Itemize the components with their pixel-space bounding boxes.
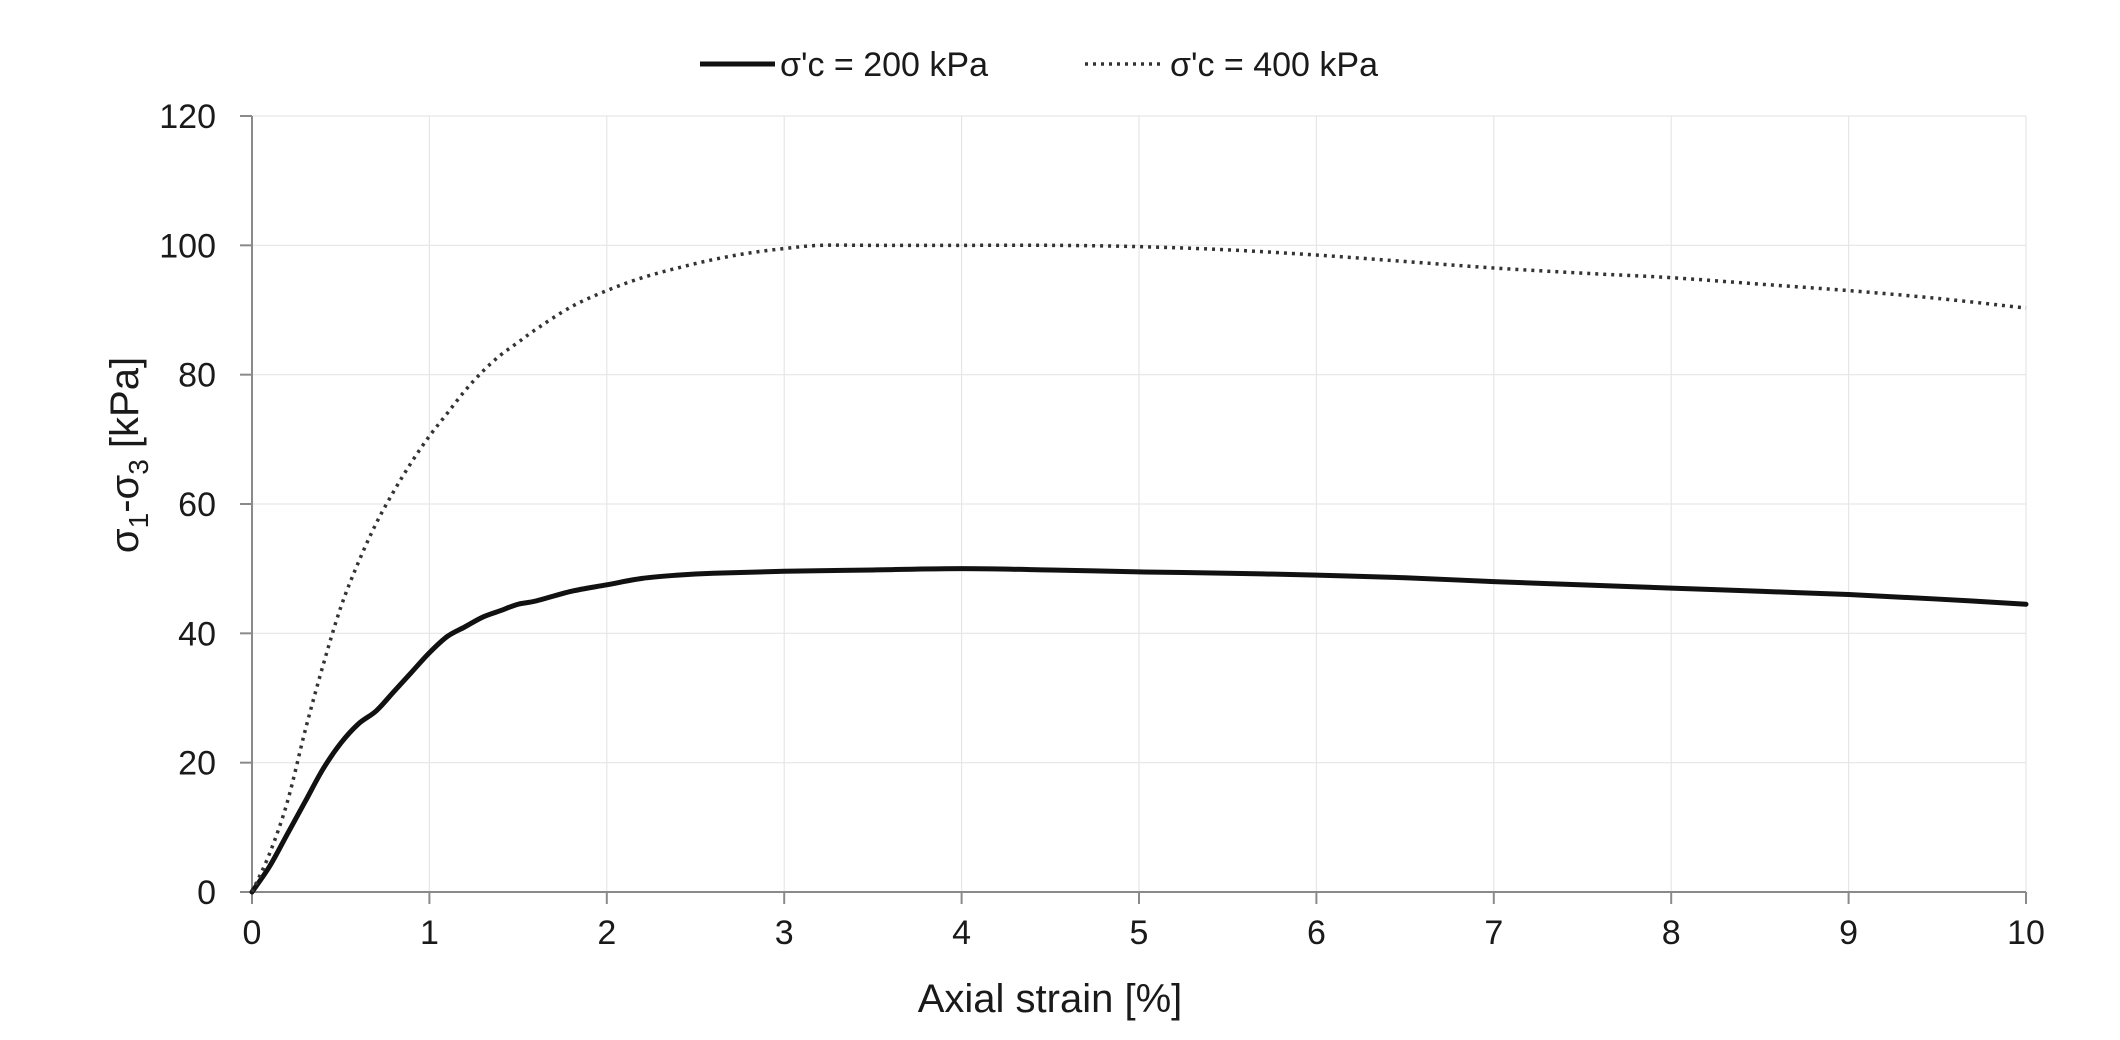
y-axis-title-sub1: 1 <box>123 513 154 529</box>
series-layer <box>249 243 2029 895</box>
grid-layer <box>252 115 2027 892</box>
y-tick-label-100: 100 <box>159 227 216 265</box>
x-tick-label-3: 3 <box>775 914 794 952</box>
y-tick-label-120: 120 <box>159 98 216 136</box>
legend-label-series-2: σ'c = 400 kPa <box>1170 46 1378 84</box>
x-tick-label-6: 6 <box>1307 914 1326 952</box>
y-axis-title: σ1-σ3 [kPa] <box>103 357 154 553</box>
x-tick-label-8: 8 <box>1662 914 1681 952</box>
x-tick-label-4: 4 <box>952 914 971 952</box>
y-axis-title-unit: [kPa] <box>103 357 147 459</box>
y-tick-label-60: 60 <box>178 486 216 524</box>
x-tick-label-9: 9 <box>1839 914 1858 952</box>
x-tick-label-5: 5 <box>1130 914 1149 952</box>
x-tick-label-1: 1 <box>420 914 439 952</box>
y-tick-label-40: 40 <box>178 615 216 653</box>
y-tick-label-20: 20 <box>178 745 216 783</box>
x-tick-label-2: 2 <box>597 914 616 952</box>
y-tick-label-80: 80 <box>178 357 216 395</box>
y-tick-label-0: 0 <box>197 874 216 912</box>
x-axis-title: Axial strain [%] <box>918 977 1183 1021</box>
y-axis-title-sub3: 3 <box>123 459 154 475</box>
x-tick-label-0: 0 <box>243 914 262 952</box>
series-line-1 <box>249 566 2029 895</box>
y-axis-title-dash: -σ <box>103 474 147 512</box>
x-tick-label-7: 7 <box>1484 914 1503 952</box>
x-tick-label-10: 10 <box>2007 914 2045 952</box>
legend-label-series-1: σ'c = 200 kPa <box>780 46 988 84</box>
y-axis-title-sigma: σ <box>103 528 147 553</box>
legend: σ'c = 200 kPa σ'c = 400 kPa <box>700 46 1378 84</box>
